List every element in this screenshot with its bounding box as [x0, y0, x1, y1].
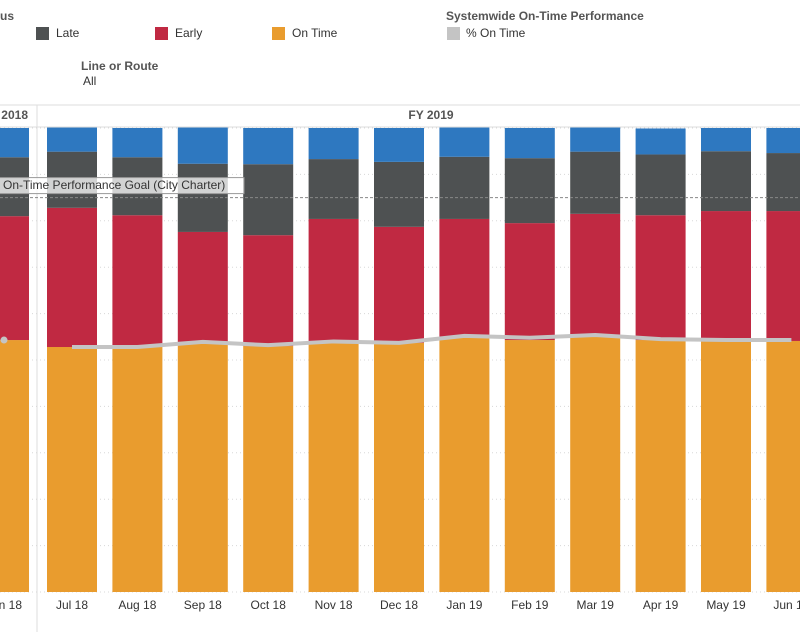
x-tick-label: Jul 18	[56, 598, 88, 612]
x-tick-label: Mar 19	[577, 598, 615, 612]
bar-segment	[766, 153, 800, 212]
bar-segment	[374, 161, 424, 227]
bar-segment	[177, 231, 228, 343]
bar-segment	[701, 340, 751, 592]
legend-swatch	[155, 27, 168, 40]
line-legend-title: Systemwide On-Time Performance	[446, 9, 644, 23]
x-tick-label: May 19	[706, 598, 746, 612]
legend-label: Early	[175, 26, 202, 40]
bar-segment	[0, 128, 29, 158]
pane-header: FY 2019	[408, 108, 453, 122]
bar-segment	[243, 164, 294, 236]
legend-swatch	[272, 27, 285, 40]
x-tick-label: Jun 18	[0, 598, 22, 612]
bar-segment	[570, 335, 621, 592]
bar-segment	[374, 226, 424, 343]
line-series	[72, 332, 792, 350]
bar-segment	[243, 128, 294, 165]
bar-segment	[504, 158, 555, 224]
bar-segment	[439, 156, 490, 219]
bar-segment	[439, 127, 490, 157]
bar-segment	[701, 211, 751, 341]
filter-label: Line or Route	[81, 59, 159, 73]
line-point	[0, 336, 8, 344]
bar-segment	[766, 340, 800, 592]
bar-segment	[504, 223, 555, 341]
x-tick-label: Apr 19	[643, 598, 679, 612]
bar-segment	[112, 347, 163, 592]
bar-segment	[47, 207, 97, 348]
bar-segment	[635, 215, 686, 341]
bar-segment	[112, 128, 163, 158]
bar-segment	[308, 159, 359, 219]
bar-segment	[701, 128, 751, 152]
bar-segment	[374, 342, 424, 592]
bar-segment	[47, 347, 97, 592]
x-tick-label: Oct 18	[251, 598, 287, 612]
bar-segment	[701, 151, 751, 212]
x-tick-label: Nov 18	[315, 598, 353, 612]
bar-segment	[635, 340, 686, 592]
pane-header: 2018	[1, 108, 28, 122]
bar-segment	[177, 127, 228, 164]
bar-segment	[243, 235, 294, 347]
bar-segment	[635, 128, 686, 155]
legend-label: Late	[56, 26, 80, 40]
bar-segment	[570, 213, 621, 336]
bar-segment	[308, 218, 359, 343]
x-tick-label: Feb 19	[511, 598, 549, 612]
x-tick-label: Dec 18	[380, 598, 418, 612]
line-legend-swatch	[447, 27, 460, 40]
x-tick-label: Jun 19	[773, 598, 800, 612]
bar-segment	[766, 211, 800, 341]
bar-segment	[439, 218, 490, 337]
bar-segment	[570, 127, 621, 152]
bar-segment	[47, 127, 97, 152]
bar-segment	[570, 151, 621, 214]
filter-value[interactable]: All	[83, 74, 96, 88]
legend-label: On Time	[292, 26, 338, 40]
bar-segment	[504, 128, 555, 159]
bar-segment	[0, 216, 29, 341]
bar-segment	[112, 215, 163, 348]
bar-segment	[0, 340, 29, 592]
legend-swatch	[36, 27, 49, 40]
bar-segment	[766, 128, 800, 154]
goal-label: On-Time Performance Goal (City Charter)	[3, 178, 225, 192]
goal-label-box	[0, 177, 245, 195]
bar-segment	[177, 342, 228, 592]
bar-segment	[308, 342, 359, 592]
bar-segment	[504, 340, 555, 592]
x-tick-label: Jan 19	[446, 598, 482, 612]
x-tick-label: Aug 18	[118, 598, 156, 612]
bar-segment	[439, 336, 490, 592]
bar-segment	[308, 128, 359, 160]
bar-segment	[635, 154, 686, 216]
x-tick-label: Sep 18	[184, 598, 222, 612]
bar-segment	[243, 346, 294, 592]
line-legend-label: % On Time	[466, 26, 526, 40]
bar-segment	[374, 128, 424, 162]
legend-title: us	[0, 9, 14, 23]
